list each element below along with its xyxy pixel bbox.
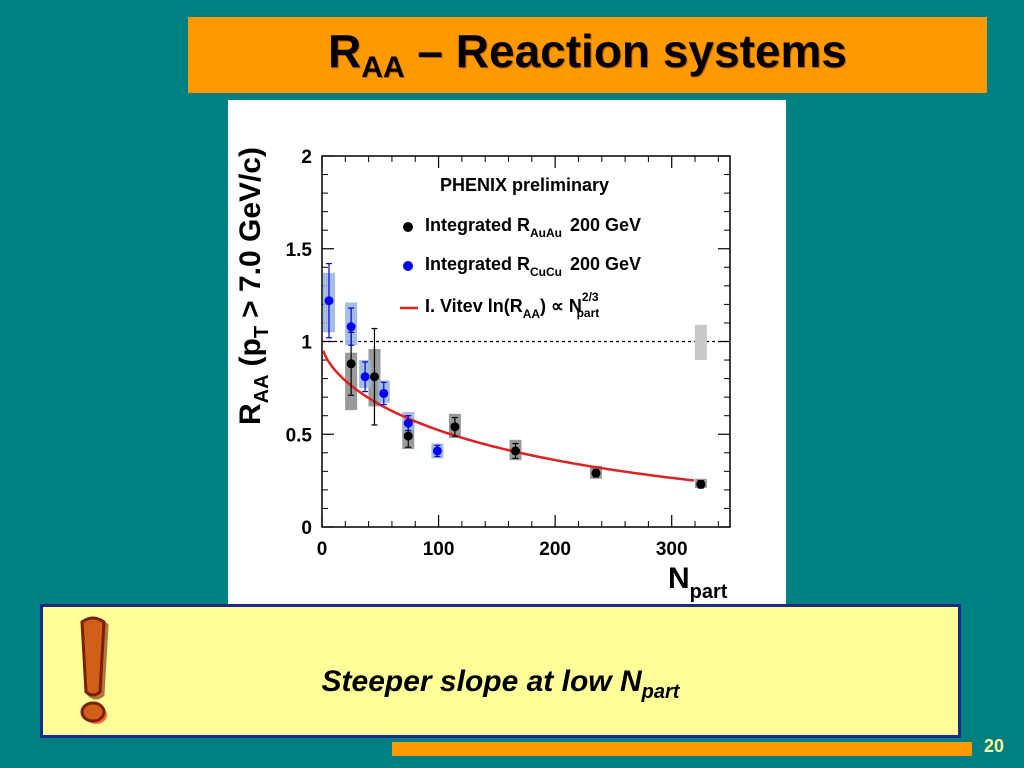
x-tick-label: 100 — [423, 539, 455, 560]
x-label-main: N — [668, 562, 690, 595]
data-point-cucu — [360, 372, 370, 382]
legend-cucu-rest: 200 GeV — [570, 254, 641, 274]
legend-curve-main: I. Vitev ln(R — [425, 296, 523, 316]
title-bar: RAA – Reaction systems — [188, 17, 987, 93]
data-point-cucu — [379, 388, 389, 398]
data-point-auau — [403, 431, 413, 441]
y-tick-label: 0 — [301, 518, 312, 539]
chart-svg: RAA(pT> 7.0 GeV/c) Npart PHENIX prelimin… — [234, 147, 731, 603]
y-label-rest2: > 7.0 GeV/c) — [234, 147, 267, 318]
legend-cucu-sub: CuCu — [530, 265, 562, 279]
legend-marker-cucu — [403, 261, 413, 271]
data-point-auau — [696, 479, 706, 489]
legend-cucu-main: Integrated R — [425, 254, 530, 274]
x-tick-label: 0 — [317, 539, 328, 560]
data-point-auau — [511, 446, 521, 456]
footer-strip — [392, 742, 972, 756]
legend-auau-sub: AuAu — [530, 226, 562, 240]
data-point-cucu — [324, 296, 334, 306]
y-axis-label: RAA (pT > 7.0 GeV/c) — [234, 147, 273, 425]
y-label-rest: (p — [234, 338, 267, 366]
legend-curve-sub2: part — [577, 306, 600, 320]
data-point-cucu — [403, 418, 413, 428]
note-main: Steeper slope at low N — [321, 665, 642, 698]
legend-auau-rest: 200 GeV — [570, 215, 641, 235]
legend-label-curve: I. Vitev ln(RAA) ∝ N2/3 part — [425, 290, 599, 321]
y-tick-label: 2 — [301, 147, 312, 168]
x-tick-label: 200 — [539, 539, 571, 560]
legend-label-auau: Integrated RAuAu 200 GeV — [425, 215, 641, 240]
title-rest: – Reaction systems — [404, 24, 847, 77]
data-point-cucu — [432, 446, 442, 456]
y-label-main: R — [234, 403, 267, 425]
chart-title: PHENIX preliminary — [440, 175, 609, 195]
legend-auau-main: Integrated R — [425, 215, 530, 235]
y-tick-label: 1 — [301, 333, 312, 354]
data-point-auau — [369, 372, 379, 382]
y-tick-label: 1.5 — [286, 240, 313, 261]
data-point-auau — [591, 468, 601, 478]
plot-panel: RAA(pT> 7.0 GeV/c) Npart PHENIX prelimin… — [228, 100, 786, 606]
slide-title: RAA – Reaction systems — [328, 28, 847, 83]
legend-curve-sup: 2/3 — [582, 290, 599, 304]
y-label-sub2: T — [251, 326, 273, 338]
data-point-auau — [450, 422, 460, 432]
note-box: Steeper slope at low Npart — [40, 604, 961, 738]
x-axis-label: Npart — [668, 562, 728, 603]
legend-curve-sub: AA — [523, 307, 541, 321]
y-tick-label: 0.5 — [286, 425, 313, 446]
note-text: Steeper slope at low Npart — [43, 665, 958, 704]
data-point-auau — [346, 359, 356, 369]
page-number: 20 — [984, 736, 1005, 756]
legend-curve-rest: ) ∝ N — [540, 296, 582, 316]
x-label-sub: part — [690, 581, 728, 603]
title-subscript: AA — [361, 50, 405, 84]
y-label-sub: AA — [251, 374, 273, 403]
title-main: R — [328, 24, 362, 77]
note-subscript: part — [641, 681, 680, 703]
exclamation-icon — [80, 616, 109, 724]
vitev-curve — [322, 350, 695, 482]
x-tick-label: 300 — [656, 539, 688, 560]
legend-marker-auau — [403, 222, 413, 232]
global-syst-box — [694, 324, 707, 361]
legend-label-cucu: Integrated RCuCu 200 GeV — [425, 254, 641, 279]
data-point-cucu — [346, 322, 356, 332]
